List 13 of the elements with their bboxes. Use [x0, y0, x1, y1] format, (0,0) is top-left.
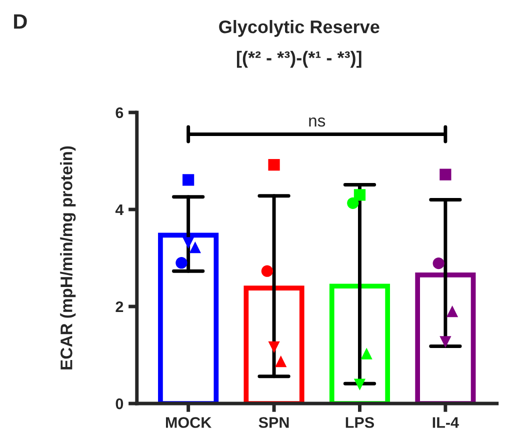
x-tick-label: SPN — [258, 417, 289, 428]
x-tick-label: MOCK — [166, 417, 212, 428]
y-tick-label: 2 — [116, 301, 124, 312]
chart-title: Glycolytic Reserve — [219, 20, 380, 37]
annotation: ns — [309, 117, 326, 127]
text: D — [14, 14, 27, 29]
chart-subtitle: [(*² - *³)-(*¹ - *³)] — [236, 50, 362, 68]
y-tick-label: 4 — [115, 204, 124, 216]
y-tick-label: 6 — [116, 107, 124, 118]
x-tick-label: IL-4 — [432, 417, 459, 428]
y-tick-label: 0 — [116, 398, 124, 410]
y-axis-title: ECAR (mpH/min/mg protein) — [60, 146, 76, 370]
x-tick-label: LPS — [346, 417, 374, 428]
